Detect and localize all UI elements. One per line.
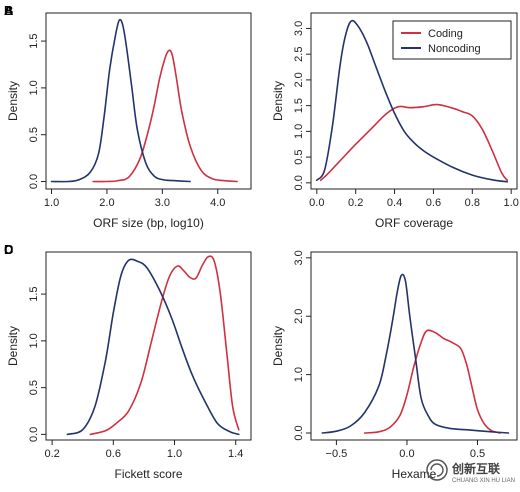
panel-letter-d: D [4, 242, 13, 257]
x-tick-label-a-3: 4.0 [210, 197, 225, 209]
legend-box [392, 20, 512, 60]
watermark-subtext: CHUANG XIN HU LIAN [452, 478, 515, 484]
y-tick-label-a-1: 0.5 [28, 127, 40, 142]
legend: Coding Noncoding [392, 20, 512, 60]
y-tick-label-a-3: 1.5 [28, 33, 40, 48]
y-tick-label-d-3: 3.0 [293, 250, 305, 265]
y-tick-label-d-2: 2.0 [293, 309, 305, 324]
x-tick-label-b-5: 1.0 [504, 197, 519, 209]
series-line-coding-a [92, 49, 238, 183]
x-tick-label-d-2: 0.5 [470, 448, 485, 460]
watermark-logo-icon [426, 459, 448, 481]
y-tick-label-b-6: 3.0 [293, 21, 305, 36]
y-axis-label-a: Density [6, 81, 20, 121]
y-tick-label-b-3: 1.5 [293, 98, 305, 113]
panel-a: A 1.0 2.0 3.0 4.0 0.0 0.5 1.0 1.5 ORF size (bp, l… [4, 3, 252, 230]
plot-frame-b [310, 12, 518, 190]
watermark-logo-swirl [430, 463, 444, 477]
y-tick-label-c-3: 1.5 [28, 286, 40, 301]
y-tick-label-a-0: 0.0 [28, 174, 40, 189]
y-tick-label-d-0: 0.0 [293, 425, 305, 440]
series-line-noncoding-b [316, 19, 509, 183]
panel-letter-c: C [4, 242, 14, 257]
panel-b: B 0.0 0.2 0.4 0.6 0.8 1.0 0.0 0.5 1.0 1.5 2.0 2.5 3.0… [4, 3, 519, 230]
x-tick-label-a-2: 3.0 [155, 197, 170, 209]
x-axis-label-d: Hexame [392, 467, 437, 481]
panel-letter-a: A [4, 3, 14, 18]
y-axis-label-c: Density [6, 326, 20, 366]
series-line-coding-d [363, 329, 501, 434]
x-tick-label-d-0: −0.5 [326, 448, 348, 460]
y-tick-label-a-2: 1.0 [28, 80, 40, 95]
x-tick-label-b-2: 0.4 [387, 197, 402, 209]
x-axis-label-b: ORF coverage [375, 216, 453, 230]
watermark-text: 创新互联 [451, 461, 500, 476]
y-tick-label-b-5: 2.5 [293, 47, 305, 62]
x-tick-label-c-0: 0.2 [44, 448, 59, 460]
x-axis-label-c: Fickett score [114, 467, 182, 481]
y-tick-label-b-2: 1.0 [293, 124, 305, 139]
x-axis-label-a: ORF size (bp, log10) [93, 216, 204, 230]
y-tick-label-b-1: 0.5 [293, 149, 305, 164]
legend-label-noncoding: Noncoding [428, 43, 481, 55]
x-tick-label-c-2: 1.0 [167, 448, 182, 460]
y-tick-label-b-4: 2.0 [293, 72, 305, 87]
panel-letter-b: B [4, 3, 13, 18]
x-tick-label-b-0: 0.0 [309, 197, 324, 209]
series-line-coding-b [319, 103, 509, 182]
panel-c: C 0.2 0.6 1.0 1.4 0.0 0.5 1.0 1.5 Fickett score De… [4, 242, 252, 481]
y-axis-label-b: Density [271, 81, 285, 121]
y-tick-label-d-1: 1.0 [293, 367, 305, 382]
plot-frame-c [45, 251, 252, 441]
series-line-noncoding-c [66, 258, 240, 436]
plot-frame-a [45, 12, 252, 190]
x-tick-label-c-1: 0.6 [106, 448, 121, 460]
y-tick-label-c-2: 1.0 [28, 333, 40, 348]
legend-label-coding: Coding [428, 28, 463, 40]
x-tick-label-b-3: 0.6 [426, 197, 441, 209]
x-tick-label-a-0: 1.0 [44, 197, 59, 209]
x-tick-label-c-3: 1.4 [228, 448, 243, 460]
series-line-noncoding-d [321, 273, 510, 434]
x-tick-label-b-4: 0.8 [465, 197, 480, 209]
y-tick-label-b-0: 0.0 [293, 175, 305, 190]
panel-d: D −0.5 0.0 0.5 0.0 1.0 2.0 3.0 Hexame Density [4, 242, 518, 481]
series-line-coding-c [89, 255, 240, 436]
x-tick-label-b-1: 0.2 [348, 197, 363, 209]
plot-frame-d [310, 251, 518, 441]
y-tick-label-c-0: 0.0 [28, 427, 40, 442]
y-tick-label-c-1: 0.5 [28, 380, 40, 395]
series-line-noncoding-a [50, 18, 191, 183]
y-axis-label-d: Density [271, 326, 285, 366]
x-tick-label-d-1: 0.0 [399, 448, 414, 460]
x-tick-label-a-1: 2.0 [99, 197, 114, 209]
watermark: 创新互联 CHUANG XIN HU LIAN [426, 459, 515, 484]
